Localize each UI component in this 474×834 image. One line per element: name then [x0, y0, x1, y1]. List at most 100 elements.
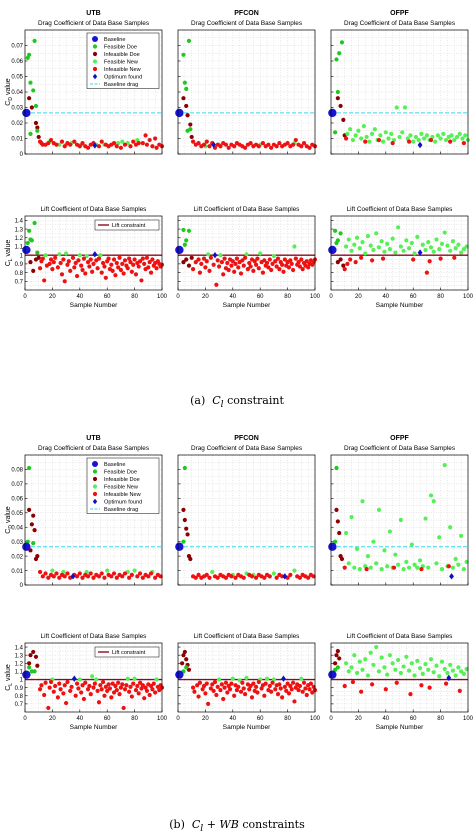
infeasible-doe-point: [29, 105, 34, 110]
infeasible-new-point: [120, 682, 125, 687]
feasible-new-point: [445, 243, 450, 248]
optimum-point: [417, 141, 423, 149]
feasible-new-point: [420, 671, 425, 676]
feasible-new-point: [420, 242, 425, 247]
infeasible-new-point: [62, 683, 67, 688]
feasible-new-point: [404, 559, 409, 564]
caption-b: (b) Cl + WB constraints: [0, 818, 474, 834]
infeasible-new-point: [103, 275, 108, 280]
feasible-new-point: [431, 499, 436, 504]
infeasible-doe-point: [182, 649, 187, 655]
infeasible-new-point: [307, 145, 312, 150]
infeasible-new-point: [140, 575, 145, 580]
feasible-new-point: [206, 252, 211, 257]
infeasible-new-point: [57, 575, 62, 580]
feasible-new-point: [368, 243, 373, 248]
infeasible-new-point: [131, 262, 136, 267]
feasible-new-point: [346, 561, 351, 566]
feasible-new-point: [374, 231, 379, 236]
infeasible-new-point: [300, 689, 305, 694]
feasible-new-point: [396, 657, 401, 663]
infeasible-new-point: [306, 265, 311, 270]
infeasible-new-point: [137, 571, 143, 576]
infeasible-new-point: [102, 575, 107, 580]
infeasible-new-point: [142, 696, 147, 701]
infeasible-new-point: [274, 264, 279, 269]
legend-entry: Baseline drag: [104, 507, 138, 513]
infeasible-new-point: [129, 269, 134, 274]
infeasible-new-point: [253, 684, 259, 689]
infeasible-new-point: [135, 683, 140, 689]
legend-entry: Feasible New: [104, 485, 139, 491]
baseline-point: [175, 542, 184, 551]
x-tick-label: 80: [437, 716, 444, 722]
feasible-new-point: [230, 676, 235, 681]
infeasible-new-point: [42, 278, 47, 283]
infeasible-new-point: [147, 692, 152, 698]
infeasible-new-point: [260, 141, 266, 146]
infeasible-new-point: [249, 695, 255, 700]
infeasible-new-point: [234, 687, 240, 693]
feasible-new-point: [443, 137, 449, 143]
feasible-doe-point: [32, 220, 37, 226]
infeasible-new-point: [136, 691, 141, 696]
infeasible-new-point: [114, 260, 119, 266]
infeasible-doe-point: [186, 667, 192, 672]
infeasible-new-point: [300, 267, 305, 272]
infeasible-new-point: [80, 141, 85, 146]
infeasible-new-point: [106, 682, 111, 687]
infeasible-new-point: [253, 575, 259, 580]
infeasible-new-point: [91, 685, 96, 690]
infeasible-new-point: [85, 145, 91, 150]
plot-frame: [330, 215, 469, 291]
infeasible-new-point: [99, 687, 104, 692]
feasible-new-point: [397, 134, 402, 140]
infeasible-new-point: [96, 256, 102, 261]
x-tick-label: 60: [410, 716, 417, 722]
infeasible-new-point: [274, 144, 279, 149]
feasible-new-point: [360, 499, 365, 504]
legend-entry: Optimum found: [104, 500, 142, 506]
x-axis-label: Sample Number: [376, 724, 424, 731]
feasible-new-point: [415, 234, 420, 239]
feasible-doe-point: [25, 240, 30, 246]
feasible-new-point: [442, 463, 447, 468]
infeasible-new-point: [270, 261, 275, 266]
chart-title: Lift Coefficient of Data Base Samples: [347, 633, 453, 640]
feasible-new-point: [387, 246, 393, 252]
y-axis-label: CD value: [5, 506, 14, 533]
infeasible-new-point: [147, 137, 152, 143]
infeasible-new-point: [100, 679, 106, 685]
infeasible-new-point: [290, 680, 296, 685]
infeasible-new-point: [80, 575, 85, 580]
infeasible-new-point: [243, 255, 248, 260]
feasible-new-point: [431, 670, 436, 675]
infeasible-doe-point: [337, 530, 342, 536]
panel-name: PFCON: [234, 10, 259, 17]
infeasible-new-point: [296, 260, 301, 265]
feasible-doe-point: [186, 38, 192, 43]
feasible-new-point: [292, 244, 297, 249]
infeasible-new-point: [144, 255, 150, 260]
infeasible-new-point: [143, 133, 148, 138]
baseline-point: [175, 245, 184, 255]
feasible-new-point: [360, 240, 365, 245]
infeasible-new-point: [146, 265, 151, 270]
infeasible-new-point: [232, 144, 237, 149]
x-tick-label: 80: [284, 716, 291, 722]
y-tick-label: 0.03: [11, 106, 23, 112]
x-tick-label: 20: [49, 716, 56, 722]
feasible-new-point: [343, 661, 349, 666]
feasible-new-point: [409, 661, 414, 666]
feasible-new-point: [406, 246, 412, 251]
feasible-new-point: [218, 253, 223, 258]
x-tick-label: 20: [49, 294, 56, 300]
feasible-new-point: [452, 137, 457, 143]
caption-a-subscript: l: [220, 399, 224, 411]
infeasible-new-point: [203, 691, 208, 696]
plot-frame: [330, 454, 469, 586]
y-tick-label: 0.06: [11, 59, 23, 65]
feasible-new-point: [365, 673, 371, 678]
baseline-point: [22, 245, 31, 255]
infeasible-new-point: [229, 263, 234, 268]
